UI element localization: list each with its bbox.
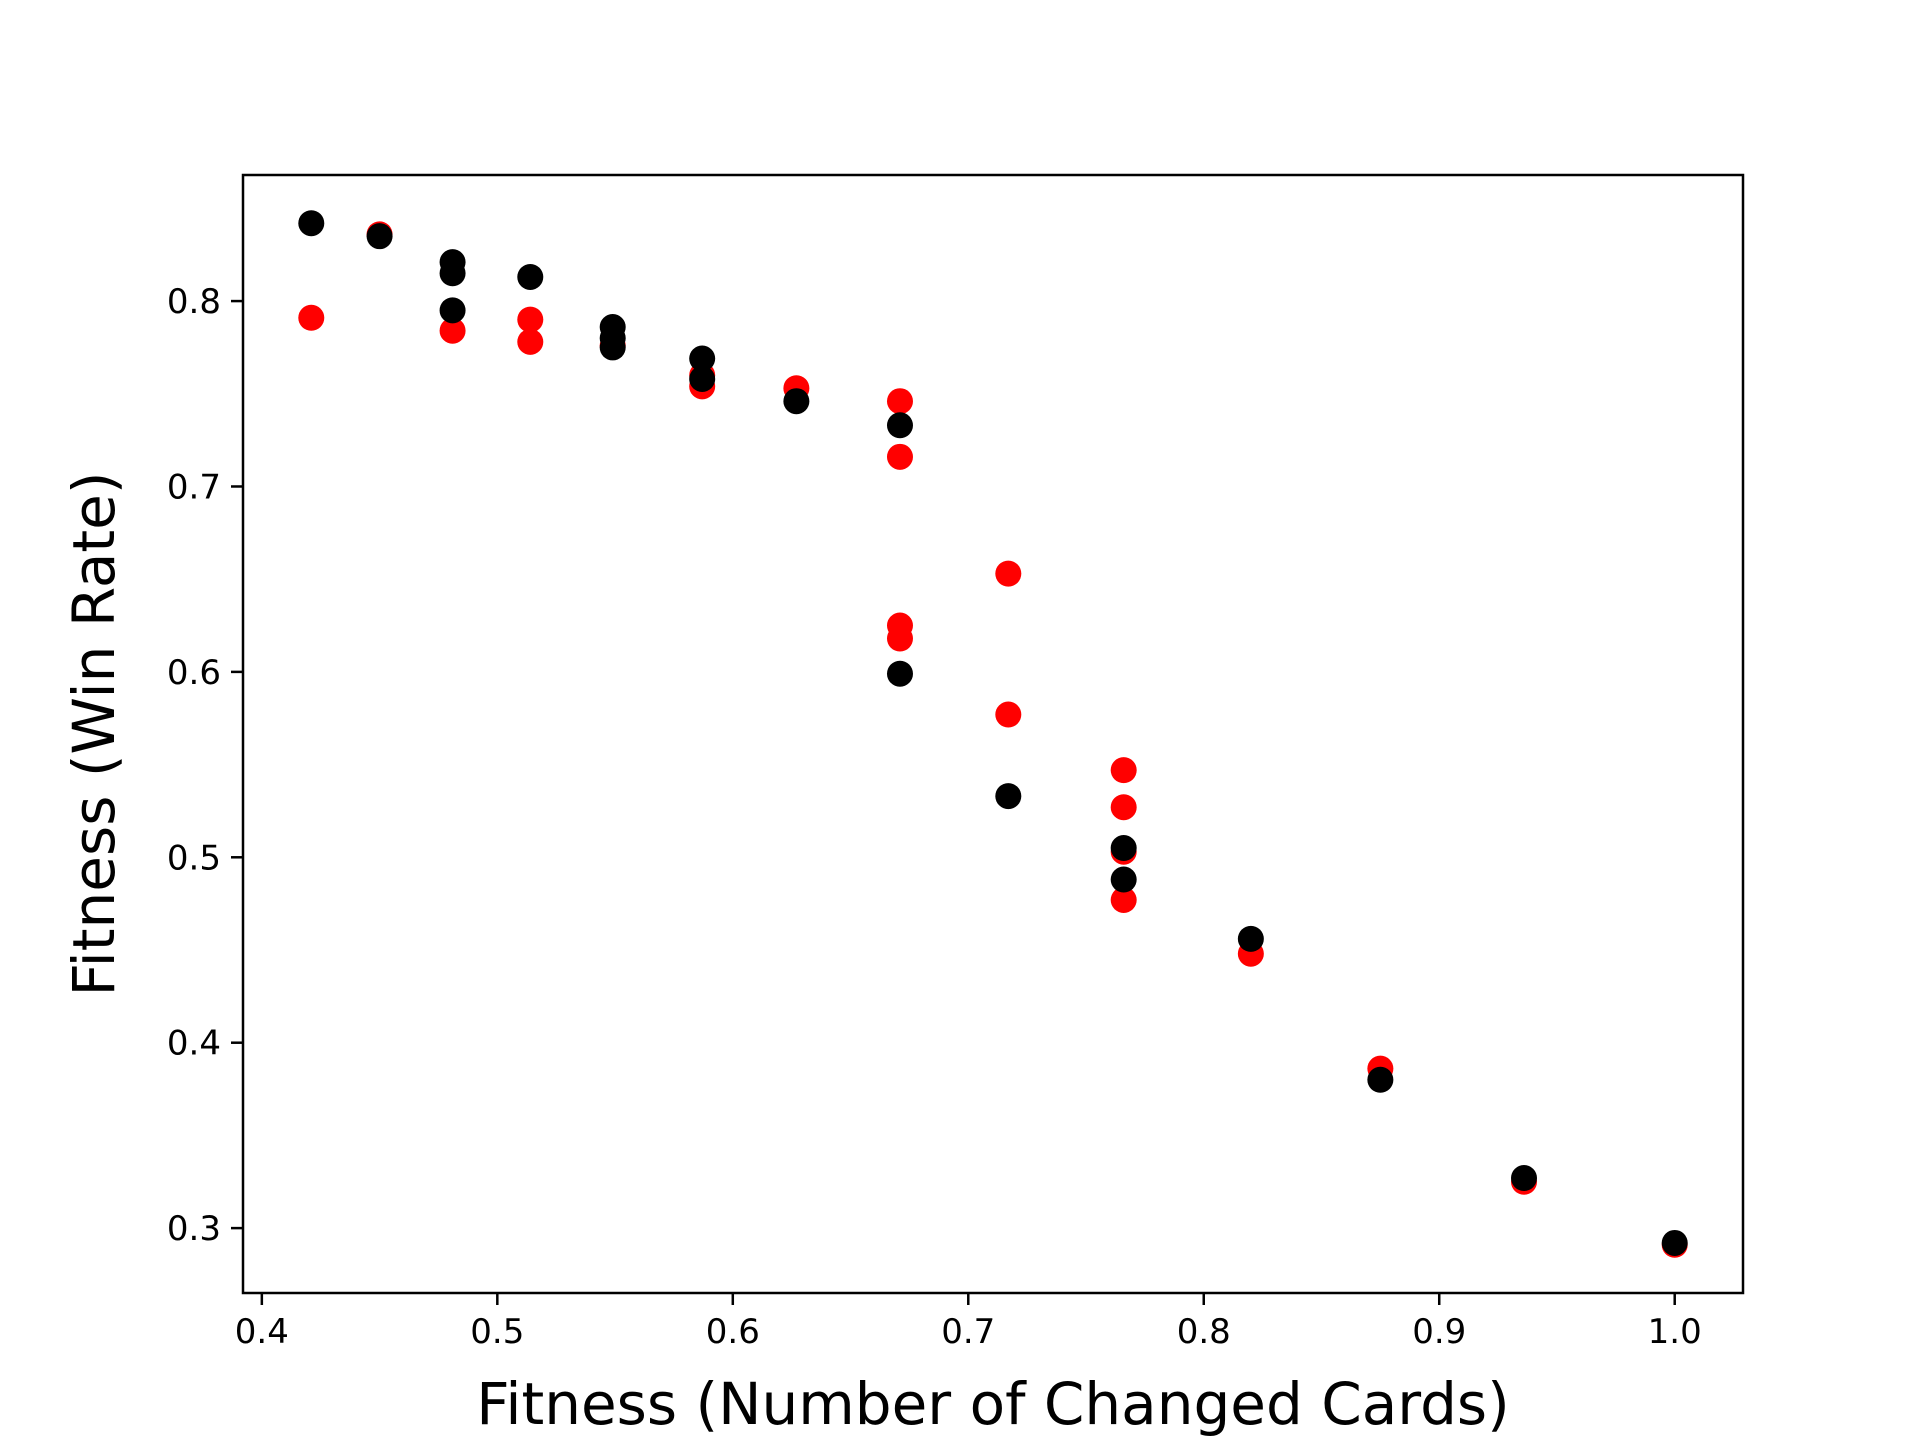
data-point [366, 223, 393, 250]
data-point [439, 317, 466, 344]
data-point [517, 306, 544, 333]
y-tick-label: 0.5 [167, 838, 221, 878]
data-point [439, 297, 466, 324]
y-tick-label: 0.7 [167, 467, 221, 507]
data-point [886, 625, 913, 652]
data-point [599, 334, 626, 361]
data-point [1661, 1229, 1688, 1256]
series-2 [298, 210, 1688, 1256]
data-point [886, 412, 913, 439]
y-tick-label: 0.8 [167, 282, 221, 322]
data-point [1511, 1165, 1538, 1192]
data-point [517, 263, 544, 290]
x-tick-label: 0.9 [1412, 1312, 1466, 1352]
data-point [1110, 866, 1137, 893]
data-point [439, 260, 466, 287]
x-tick-label: 0.5 [470, 1312, 524, 1352]
data-point [886, 388, 913, 415]
data-point [1110, 794, 1137, 821]
x-axis-label: Fitness (Number of Changed Cards) [476, 1370, 1510, 1438]
data-point [298, 304, 325, 331]
x-axis: 0.4 0.5 0.6 0.7 0.8 0.9 1.0 [235, 1293, 1702, 1352]
x-tick-label: 0.8 [1177, 1312, 1231, 1352]
data-point [298, 210, 325, 237]
x-tick-label: 1.0 [1648, 1312, 1702, 1352]
data-point [1237, 925, 1264, 952]
x-tick-label: 0.7 [941, 1312, 995, 1352]
data-point [995, 701, 1022, 728]
y-tick-label: 0.4 [167, 1024, 221, 1064]
data-point [783, 388, 810, 415]
x-tick-label: 0.6 [706, 1312, 760, 1352]
y-axis-label: Fitness (Win Rate) [60, 472, 128, 997]
data-point [995, 560, 1022, 587]
data-point [517, 328, 544, 355]
data-point [886, 443, 913, 470]
y-tick-label: 0.6 [167, 653, 221, 693]
data-points [298, 210, 1688, 1258]
data-point [886, 660, 913, 687]
y-tick-label: 0.3 [167, 1209, 221, 1249]
data-point [1110, 835, 1137, 862]
data-point [1110, 757, 1137, 784]
x-tick-label: 0.4 [235, 1312, 289, 1352]
data-point [1110, 886, 1137, 913]
data-point [689, 345, 716, 372]
y-axis: 0.3 0.4 0.5 0.6 0.7 0.8 [167, 282, 243, 1249]
data-point [995, 783, 1022, 810]
data-point [689, 365, 716, 392]
plot-frame [241, 173, 1745, 1295]
data-point [1367, 1066, 1394, 1093]
